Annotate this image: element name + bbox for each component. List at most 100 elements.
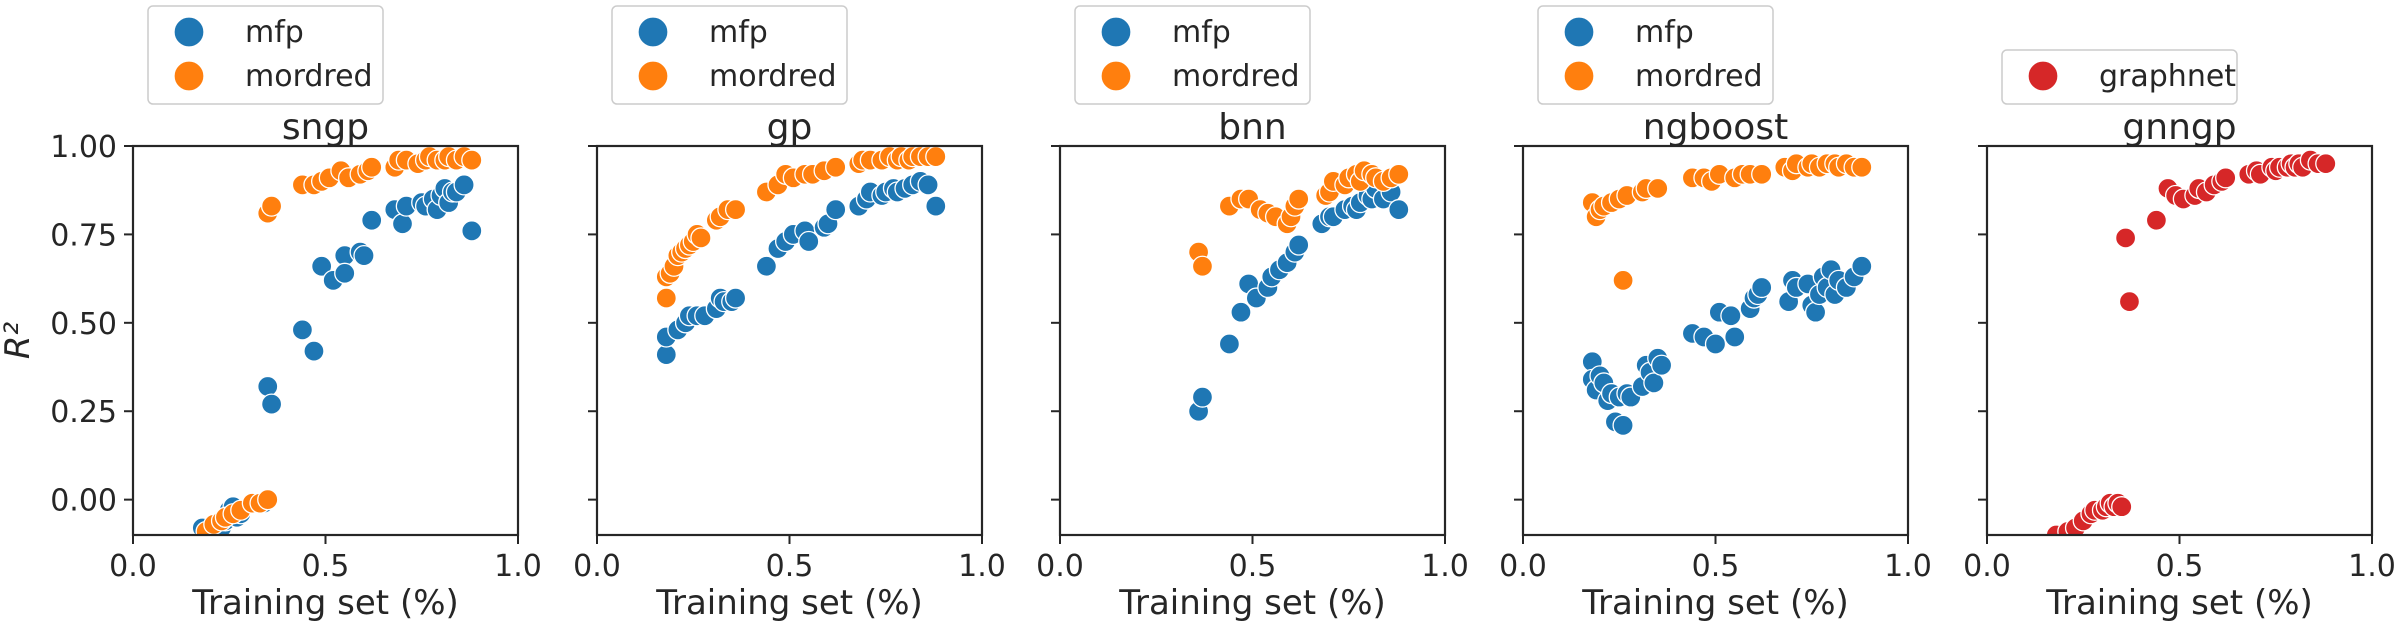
point-mordred bbox=[655, 287, 677, 309]
legend-label-graphnet: graphnet bbox=[2099, 59, 2236, 94]
axes-frame bbox=[1058, 144, 1447, 537]
panel-gp: 0.0 0.5 1.0 Training set (%) gp mfp mordred bbox=[573, 5, 1006, 621]
chart-title: ngboost bbox=[1643, 107, 1788, 148]
x-axis-label: Training set (%) bbox=[191, 583, 459, 621]
x-tick-label: 0.0 bbox=[1963, 549, 2011, 584]
points-group bbox=[1187, 160, 1410, 422]
x-tick-label: 1.0 bbox=[2348, 549, 2396, 584]
point-mordred bbox=[825, 156, 847, 178]
point-mfp bbox=[260, 393, 283, 415]
point-graphnet bbox=[2145, 209, 2168, 231]
points-group bbox=[655, 146, 947, 366]
x-tick-label: 0.5 bbox=[766, 549, 814, 584]
panel-bnn: 0.0 0.5 1.0 Training set (%) bnn mfp mordred bbox=[1036, 5, 1469, 621]
axes-frame bbox=[1521, 144, 1910, 537]
legend-marker-mordred bbox=[637, 60, 669, 92]
x-tick-label: 0.5 bbox=[1692, 549, 1740, 584]
x-tick-label: 0.0 bbox=[109, 549, 157, 584]
legend-label-mfp: mfp bbox=[709, 15, 768, 50]
x-tick-label: 1.0 bbox=[1884, 549, 1932, 584]
point-mfp bbox=[1724, 326, 1746, 348]
point-mfp bbox=[1191, 386, 1214, 408]
panel-gnngp: 0.0 0.5 1.0 Training set (%) gnngp graphnet bbox=[1963, 49, 2396, 621]
x-tick-label: 0.0 bbox=[573, 549, 621, 584]
point-mfp bbox=[1704, 333, 1727, 355]
point-mfp bbox=[461, 220, 483, 242]
x-tick-label: 0.5 bbox=[1229, 549, 1277, 584]
x-tick-label: 0.0 bbox=[1036, 549, 1084, 584]
points-group bbox=[2045, 149, 2337, 535]
legend-marker-mfp bbox=[637, 16, 669, 48]
point-mfp bbox=[361, 209, 383, 231]
x-axis-label: Training set (%) bbox=[655, 583, 923, 621]
point-mfp bbox=[825, 199, 847, 221]
x-axis-label: Training set (%) bbox=[2045, 583, 2313, 621]
point-mfp bbox=[1851, 255, 1873, 277]
point-mordred bbox=[1751, 163, 1773, 185]
point-mfp bbox=[257, 375, 279, 398]
legend: mfp mordred bbox=[611, 5, 848, 105]
legend-marker-mfp bbox=[1100, 16, 1132, 48]
point-mordred bbox=[925, 146, 947, 168]
axes-frame bbox=[131, 144, 520, 537]
chart-title: sngp bbox=[282, 107, 369, 148]
panel-sngp: 0.00 0.25 0.50 0.75 1.00 0.0 0.5 1.0 Training se… bbox=[0, 5, 542, 621]
point-mfp bbox=[353, 244, 375, 267]
legend-label-mfp: mfp bbox=[245, 15, 304, 50]
legend-box bbox=[611, 5, 848, 105]
point-mfp bbox=[1650, 354, 1673, 376]
point-mordred bbox=[1288, 188, 1310, 210]
legend-marker-mfp bbox=[1563, 16, 1595, 48]
x-tick-label: 0.5 bbox=[2156, 549, 2204, 584]
point-mordred bbox=[260, 195, 283, 217]
point-mordred bbox=[1647, 177, 1669, 200]
point-mfp bbox=[291, 319, 314, 341]
point-mfp bbox=[655, 343, 677, 366]
point-mfp bbox=[1751, 276, 1773, 299]
legend: mfp mordred bbox=[1074, 5, 1311, 105]
point-mfp bbox=[1612, 414, 1634, 437]
panel-ngboost: 0.0 0.5 1.0 Training set (%) ngboost mfp mordr… bbox=[1499, 5, 1932, 621]
axes-frame bbox=[1985, 144, 2374, 537]
legend: mfp mordred bbox=[147, 5, 384, 105]
x-tick-label: 1.0 bbox=[1421, 549, 1469, 584]
point-mfp bbox=[1643, 372, 1665, 394]
legend-box bbox=[147, 5, 384, 105]
chart-title: bnn bbox=[1218, 107, 1286, 148]
point-mfp bbox=[917, 174, 939, 196]
legend-label-mfp: mfp bbox=[1172, 15, 1231, 50]
point-mordred bbox=[1851, 156, 1873, 178]
point-mfp bbox=[303, 340, 325, 362]
points-group bbox=[1581, 153, 1873, 437]
legend-label-mordred: mordred bbox=[1172, 59, 1300, 94]
point-mfp bbox=[1288, 234, 1310, 256]
point-mfp bbox=[334, 262, 356, 284]
point-mordred bbox=[361, 156, 383, 178]
y-tick-label: 0.75 bbox=[50, 218, 117, 253]
y-axis-label: R² bbox=[0, 322, 38, 360]
point-mfp bbox=[453, 174, 475, 196]
point-mordred bbox=[257, 488, 279, 511]
axes-frame bbox=[595, 144, 984, 537]
point-mfp bbox=[798, 230, 820, 253]
point-mordred bbox=[1388, 163, 1410, 185]
point-mordred bbox=[690, 227, 712, 249]
point-mordred bbox=[1612, 269, 1634, 292]
point-mfp bbox=[755, 255, 778, 277]
point-mfp bbox=[1218, 333, 1241, 355]
legend-box bbox=[1074, 5, 1311, 105]
point-mfp bbox=[1804, 301, 1827, 323]
point-mfp bbox=[1230, 301, 1252, 323]
legend: graphnet bbox=[2001, 49, 2238, 105]
legend-marker-mordred bbox=[173, 60, 205, 92]
point-graphnet bbox=[2315, 153, 2337, 175]
point-mfp bbox=[310, 255, 333, 277]
point-mfp bbox=[1388, 199, 1410, 221]
y-tick-label: 0.50 bbox=[50, 307, 117, 342]
x-tick-label: 0.5 bbox=[302, 549, 350, 584]
x-tick-label: 1.0 bbox=[958, 549, 1006, 584]
x-axis-label: Training set (%) bbox=[1118, 583, 1386, 621]
legend-box bbox=[2001, 49, 2238, 105]
chart-title: gp bbox=[767, 107, 813, 148]
